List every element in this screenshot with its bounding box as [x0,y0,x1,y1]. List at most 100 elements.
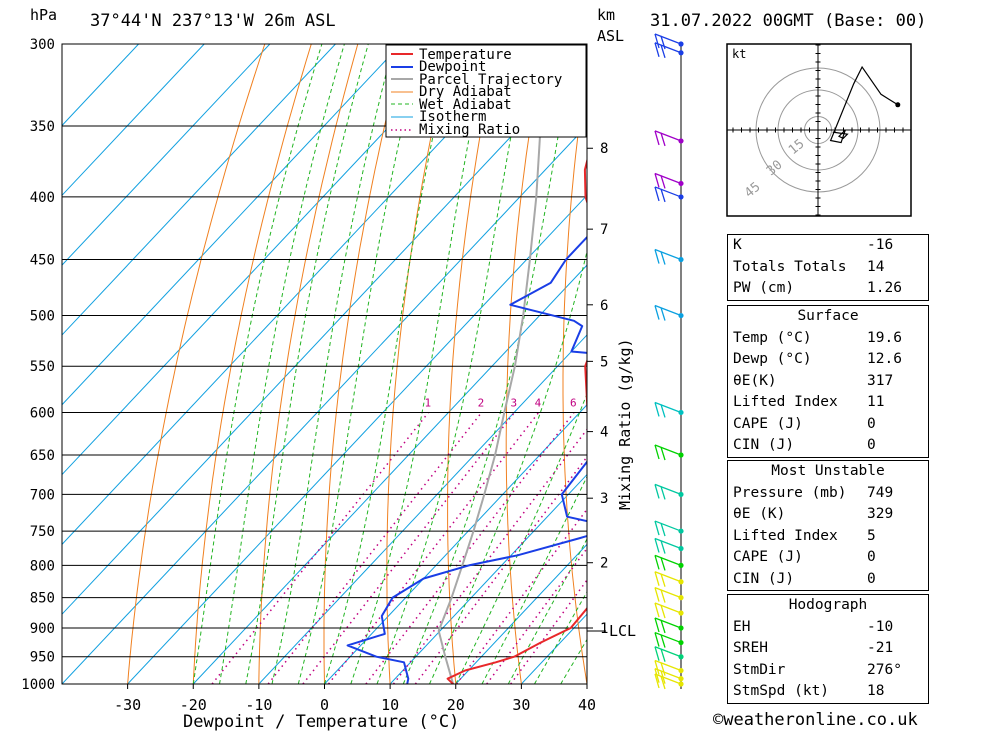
most-unstable-panel: Most Unstable Pressure (mb) 749 θE (K) 329… [727,460,929,591]
surface-temp-row: Temp (°C) 19.6 [728,328,928,350]
grid-layer: 1 2 3 4 6 8 10 15 20 25 [62,44,1000,684]
mu-theta-row: θE (K) 329 [728,504,928,526]
wind-barb-flag [654,173,660,188]
stmdir-label: StmDir [733,661,786,678]
dry-adiabat-line [323,44,405,684]
isotherm-line [62,44,271,266]
x-tick-label: 20 [447,696,465,714]
mixing-ratio-label: 6 [570,396,577,409]
wind-barb [654,401,684,418]
mu-cin-value: 0 [867,570,876,587]
wind-barb-flag [660,619,666,634]
y-axis-title: hPa [30,6,57,24]
wind-barb-flag [654,571,660,586]
wind-barb-staff [654,673,682,685]
wind-barb-staff [654,186,682,198]
isotherm-line [62,44,336,336]
axes-layer: 3003504004505005506006507007508008509009… [21,37,608,714]
mixing-ratio-label: 20 [684,396,697,409]
wind-barb-flag [654,130,660,146]
dewpoint-line [346,235,587,684]
indices-panel: K -16 Totals Totals 14 PW (cm) 1.26 [727,234,929,301]
wind-barb-staff [654,587,682,599]
k-index-value: -16 [867,237,894,253]
isotherm-line [127,194,587,684]
wind-barb-staff [654,42,682,54]
hodograph-stats-panel: Hodograph EH -10 SREH -21 StmDir 276° StmSp… [727,594,929,704]
wind-barb [654,130,684,147]
km-tick-label: 7 [600,222,608,238]
surface-dewp-row: Dewp (°C) 12.6 [728,349,928,371]
wind-barb-flag [654,42,660,57]
mixing-ratio-label: 25 [706,396,719,409]
surface-li-label: Lifted Index [733,394,838,410]
hodograph-kt-label: kt [732,47,746,61]
isotherm-line [258,334,587,684]
wind-barb-flag [660,404,666,418]
wet-adiabat-line [219,44,345,684]
wind-barb-flag [654,538,660,553]
pressure-tick-label: 950 [30,650,55,666]
surface-cin-value: 0 [867,437,876,453]
isotherm-line [62,124,587,684]
pressure-tick-label: 850 [30,591,55,607]
mu-cin-row: CIN (J) 0 [728,569,928,591]
mu-cape-value: 0 [867,549,876,565]
wind-barb-dot [678,595,684,601]
mixing-ratio-line [267,411,483,684]
wind-barb-flag [654,484,660,499]
mixing-ratio-line [327,411,540,684]
copyright[interactable]: ©weatheronline.co.uk [713,710,918,730]
wet-adiabat-line [350,44,489,684]
wind-barb-staff [654,537,682,550]
wind-barb-staff [654,304,682,317]
sreh-value: -21 [867,640,894,656]
surface-cin-label: CIN (J) [733,437,795,453]
km-tick-label: 1 [600,621,608,637]
wind-barb-flag [654,520,660,536]
wind-barb-dot [678,312,684,319]
wind-barb-flag [660,540,666,554]
pressure-tick-label: 400 [30,190,55,206]
mu-pressure-value: 749 [867,484,894,501]
mu-pressure-row: Pressure (mb) 749 [728,483,928,505]
wind-barb-dot [678,545,684,552]
wind-barb-flag [660,573,666,587]
dry-adiabat-line [963,44,1000,684]
isotherm-line [389,473,587,684]
pw-value: 1.26 [867,280,902,296]
wind-barb [654,304,684,321]
wind-barb [654,646,684,662]
eh-label: EH [733,618,751,635]
wind-barb-flag [654,673,660,689]
wind-barb-dot [678,409,684,416]
pressure-tick-label: 300 [30,37,55,53]
wind-barb [654,444,684,461]
surface-theta-value: 317 [867,372,894,389]
pressure-tick-label: 750 [30,524,55,540]
wind-barb-flag [654,646,660,661]
wind-barb-dot [678,625,684,631]
wind-barb-flag [654,33,660,49]
km-tick-label: 8 [600,141,608,157]
mixing-ratio-line [455,508,587,684]
mixing-ratio-label: 8 [596,396,603,409]
wind-barb [654,186,684,203]
mu-li-label: Lifted Index [733,527,838,544]
wind-barb-staff [654,646,682,658]
wind-barb-flag [660,589,666,603]
mixing-ratio-line [302,411,516,684]
legend-temperature: Temperature [419,47,512,63]
wind-barb-flag [654,602,660,618]
wind-barb-staff [654,571,682,583]
wind-barb-flag [660,175,666,189]
pressure-tick-label: 1000 [21,677,55,693]
mu-pressure-label: Pressure (mb) [733,484,847,501]
wind-barb-flag [654,402,660,417]
mixing-ratio-axis-title: Mixing Ratio (g/kg) [616,338,634,510]
dry-adiabat-line [192,44,312,684]
wind-barb [654,659,684,676]
wind-barb-staff [654,172,682,185]
surface-title: Surface [797,308,859,324]
surface-dewp-label: Dewp (°C) [733,351,812,367]
